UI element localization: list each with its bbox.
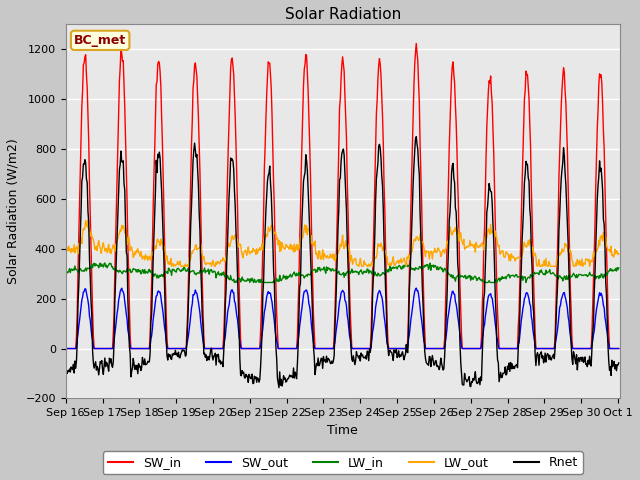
LW_in [101, 260, 109, 266]
Legend: SW_in, SW_out, LW_in, LW_out, Rnet: SW_in, SW_out, LW_in, LW_out, Rnet [103, 451, 583, 474]
LW_out [543, 264, 551, 269]
X-axis label: Time: Time [328, 424, 358, 437]
SW_in [301, 61, 309, 67]
LW_out [168, 264, 175, 269]
LW_out [207, 260, 214, 265]
LW_out [615, 251, 623, 257]
LW_out [303, 223, 310, 228]
SW_in [615, 346, 623, 351]
LW_out [84, 217, 92, 223]
Line: Rnet: Rnet [66, 137, 619, 388]
SW_out [543, 346, 550, 351]
LW_in [182, 268, 190, 274]
Rnet [482, 242, 490, 248]
LW_in [62, 270, 70, 276]
SW_out [481, 314, 489, 320]
SW_in [62, 346, 70, 351]
Rnet [543, 351, 551, 357]
Line: LW_in: LW_in [66, 263, 619, 283]
SW_out [205, 346, 213, 351]
SW_out [62, 346, 70, 351]
Rnet [615, 360, 623, 366]
SW_out [615, 346, 623, 351]
Line: SW_in: SW_in [66, 43, 619, 348]
Y-axis label: Solar Radiation (W/m2): Solar Radiation (W/m2) [7, 139, 20, 284]
Rnet [611, 366, 619, 372]
Rnet [182, 353, 189, 359]
Rnet [205, 357, 213, 363]
LW_in [230, 280, 238, 286]
SW_out [301, 288, 309, 294]
LW_in [611, 267, 619, 273]
LW_in [615, 265, 623, 271]
Rnet [412, 134, 420, 140]
SW_in [412, 40, 420, 46]
Title: Solar Radiation: Solar Radiation [285, 7, 401, 22]
SW_out [182, 346, 189, 351]
Text: BC_met: BC_met [74, 34, 126, 47]
SW_out [412, 285, 420, 291]
LW_out [611, 246, 619, 252]
SW_out [611, 346, 618, 351]
SW_in [611, 346, 618, 351]
SW_in [205, 346, 213, 351]
LW_out [183, 264, 191, 269]
LW_out [482, 228, 490, 234]
LW_in [206, 268, 214, 274]
LW_in [543, 269, 551, 275]
Line: LW_out: LW_out [66, 220, 619, 266]
SW_in [481, 190, 489, 196]
Rnet [275, 385, 283, 391]
LW_in [303, 272, 310, 277]
Rnet [302, 152, 310, 157]
SW_in [182, 346, 189, 351]
LW_in [482, 280, 490, 286]
SW_in [543, 346, 550, 351]
LW_out [62, 252, 70, 258]
Rnet [62, 368, 70, 373]
Line: SW_out: SW_out [66, 288, 619, 348]
